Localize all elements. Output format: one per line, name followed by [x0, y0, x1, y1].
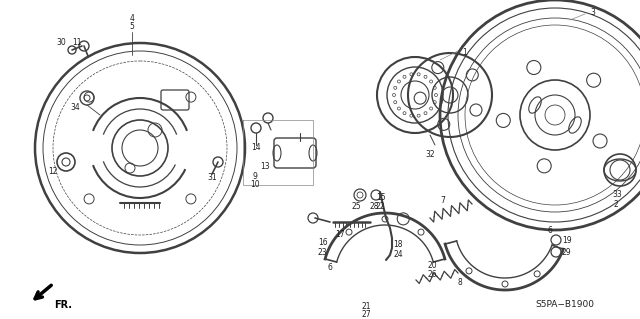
Text: 26: 26: [428, 270, 438, 279]
Text: 6: 6: [548, 226, 553, 235]
Text: 22: 22: [376, 202, 385, 211]
Text: 29: 29: [562, 248, 572, 257]
Text: 33: 33: [612, 190, 621, 199]
Text: 21: 21: [362, 302, 371, 311]
Text: 5: 5: [129, 22, 134, 31]
Text: 31: 31: [207, 173, 217, 182]
Text: 34: 34: [70, 103, 80, 112]
Text: 20: 20: [428, 261, 438, 270]
Text: 28: 28: [369, 202, 378, 211]
Text: S5PA−B1900: S5PA−B1900: [536, 300, 595, 309]
Text: 3: 3: [590, 8, 595, 17]
Text: 9: 9: [253, 172, 257, 181]
Text: 2: 2: [614, 200, 619, 209]
Text: 19: 19: [562, 236, 572, 245]
Text: 12: 12: [48, 167, 58, 176]
Text: 16: 16: [318, 238, 328, 247]
Text: 18: 18: [393, 240, 403, 249]
Text: 27: 27: [362, 310, 372, 319]
Text: 32: 32: [425, 150, 435, 159]
Text: FR.: FR.: [54, 300, 72, 310]
Text: 14: 14: [251, 143, 260, 152]
Text: 10: 10: [250, 180, 260, 189]
Text: 13: 13: [260, 162, 269, 171]
Text: 15: 15: [376, 193, 386, 202]
Text: 11: 11: [72, 38, 81, 47]
Text: 7: 7: [440, 196, 445, 205]
Text: 1: 1: [462, 48, 467, 57]
Text: 17: 17: [335, 230, 344, 239]
Text: 24: 24: [393, 250, 403, 259]
Text: 23: 23: [318, 248, 328, 257]
Text: 25: 25: [352, 202, 362, 211]
Text: 4: 4: [129, 14, 134, 23]
Text: 30: 30: [56, 38, 66, 47]
Text: 6: 6: [328, 263, 333, 272]
Text: 8: 8: [458, 278, 463, 287]
